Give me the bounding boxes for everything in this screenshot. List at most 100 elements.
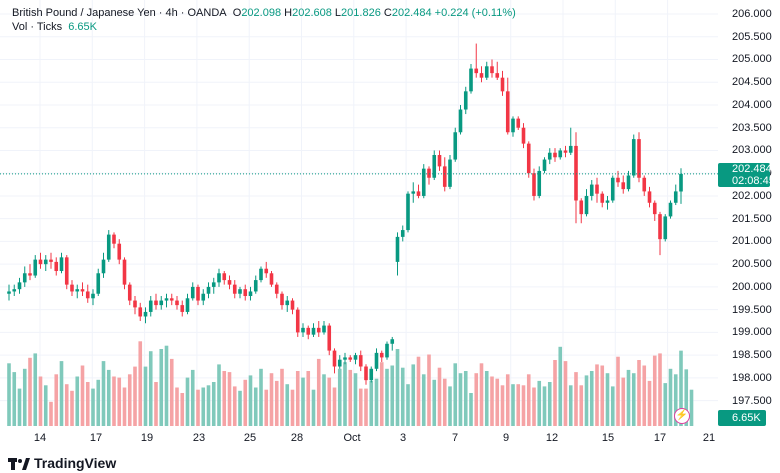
candle-body (395, 236, 400, 262)
candle-body (463, 91, 468, 110)
volume-bar (668, 368, 673, 426)
price-tick-label: 198.500 (732, 349, 772, 362)
volume-bar (264, 389, 269, 426)
volume-bar (448, 386, 452, 426)
volume-bar (589, 371, 594, 426)
chart-area[interactable] (0, 0, 718, 426)
candle-body (232, 284, 237, 294)
candle-body (553, 152, 557, 158)
candle-body (679, 173, 683, 192)
candle-body (196, 286, 200, 301)
candle-body (526, 143, 531, 174)
volume-bar (306, 371, 311, 426)
candle-body (85, 291, 90, 299)
tradingview-logo[interactable]: TradingView (8, 455, 116, 471)
volume-bar (332, 387, 337, 426)
volume-bar (311, 389, 316, 426)
candle-body (12, 289, 17, 292)
volume-bar (353, 373, 358, 426)
volume-bar (652, 355, 657, 426)
candle-body (169, 298, 174, 301)
candle-body (505, 91, 510, 133)
time-tick-label: 12 (545, 432, 559, 444)
symbol-title[interactable]: British Pound / Japanese Yen · 4h · OAND… (12, 7, 227, 19)
lightning-bolt-icon[interactable]: ⚡ (674, 408, 690, 424)
candle-body (127, 284, 132, 301)
candle-body (542, 159, 547, 171)
candle-body (647, 191, 652, 203)
volume-bar (395, 349, 400, 426)
volume-bar (390, 365, 395, 426)
volume-bar (406, 384, 410, 426)
volume-bar (28, 357, 32, 426)
candle-body (637, 139, 641, 178)
candle-body (248, 291, 253, 297)
volume-bar (38, 376, 43, 426)
candle-body (353, 355, 358, 360)
volume-bar (49, 401, 53, 426)
chart-legend: British Pound / Japanese Yen · 4h · OAND… (12, 6, 516, 34)
last-price-value: 202.484 (732, 163, 772, 175)
volume-bar (101, 361, 106, 426)
volume-bar (164, 345, 169, 426)
volume-value: 6.65K (68, 21, 97, 33)
volume-bar (127, 374, 132, 426)
volume-bar (463, 371, 468, 426)
price-tick-label: 204.000 (732, 98, 772, 111)
candle-body (238, 289, 242, 294)
time-tick-label: 3 (399, 432, 407, 444)
volume-bar (526, 374, 531, 426)
candle-body (211, 282, 216, 287)
candle-body (484, 66, 489, 78)
candle-body (584, 195, 589, 215)
candle-body (264, 268, 269, 274)
price-tick-label: 201.500 (732, 212, 772, 225)
time-axis[interactable]: 14 17 19 23 25 28 Oct 3 7 9 12 15 17 21 (0, 426, 718, 448)
candle-body (227, 280, 232, 285)
volume-bar (301, 377, 305, 426)
volume-bar (637, 360, 641, 426)
volume-bar (689, 389, 694, 426)
candle-body (332, 350, 337, 367)
candle-body (311, 327, 316, 335)
volume-bar (117, 377, 122, 426)
volume-bar (238, 390, 242, 426)
candle-body (385, 343, 389, 358)
volume-bar (206, 385, 211, 426)
candle-body (327, 325, 332, 351)
candle-body (369, 368, 374, 381)
volume-bar (679, 350, 683, 426)
candle-body (400, 230, 405, 237)
volume-bar (605, 373, 610, 426)
candle-body (43, 259, 48, 265)
candle-body (358, 355, 363, 367)
candle-body (217, 273, 221, 283)
candle-body (348, 357, 353, 360)
volume-bar (610, 386, 615, 426)
tradingview-logo-icon (8, 457, 30, 470)
volume-bar (626, 369, 631, 426)
candle-body (379, 352, 384, 358)
volume-bar (201, 387, 206, 426)
time-tick-label: 17 (653, 432, 667, 444)
volume-bar (211, 382, 216, 426)
volume-bar (70, 390, 74, 426)
price-scale[interactable]: 206.000 205.500 205.000 204.500 204.000 203.5… (718, 0, 780, 426)
volume-bar (169, 358, 174, 426)
high-label: H (284, 7, 293, 19)
candle-body (290, 300, 295, 310)
volume-bar (495, 378, 500, 426)
volume-bar (437, 367, 442, 426)
candle-body (295, 309, 300, 333)
candle-body (96, 273, 101, 294)
volume-bar (80, 365, 85, 426)
candle-body (532, 173, 536, 196)
candle-body (600, 193, 605, 203)
volume-label[interactable]: Vol · Ticks (12, 21, 63, 33)
candle-body (364, 366, 368, 381)
candlestick-chart[interactable] (0, 0, 718, 426)
volume-badge: 6.65K (718, 410, 766, 426)
volume-bar (138, 341, 143, 426)
volume-bar (616, 356, 620, 426)
candle-body (301, 327, 305, 333)
